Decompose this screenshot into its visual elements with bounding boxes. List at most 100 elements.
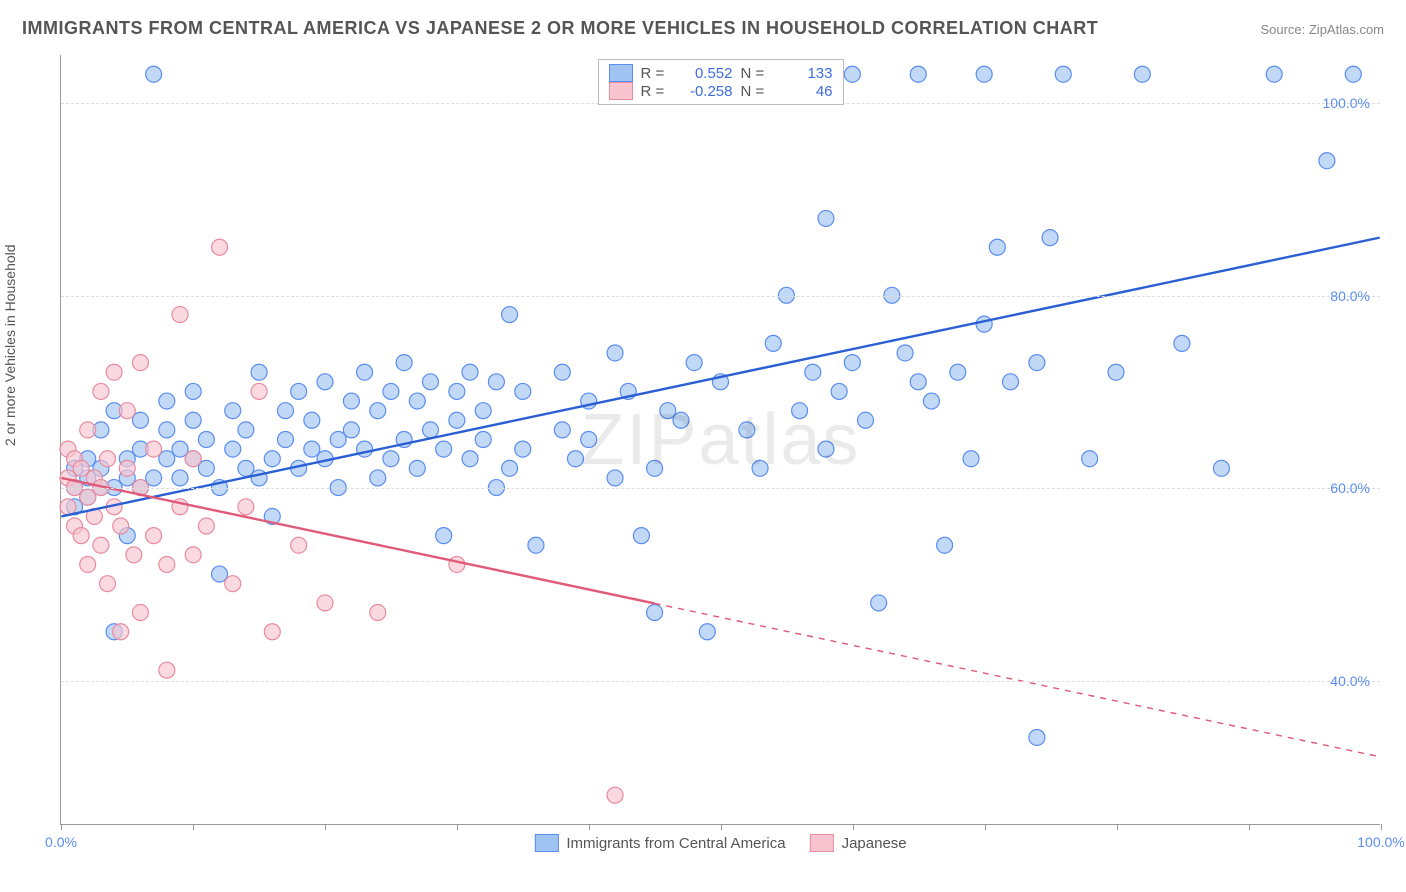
data-point [146,528,162,544]
data-point [647,460,663,476]
data-point [462,451,478,467]
legend-row: R = -0.258 N = 46 [609,82,833,100]
data-point [409,460,425,476]
data-point [172,307,188,323]
data-point [1174,335,1190,351]
data-point [976,316,992,332]
data-point [1082,451,1098,467]
y-tick-label: 40.0% [1330,673,1370,689]
data-point [475,403,491,419]
data-point [844,355,860,371]
data-point [963,451,979,467]
data-point [304,412,320,428]
x-tick [193,824,194,830]
data-point [897,345,913,361]
y-axis-label: 2 or more Vehicles in Household [2,244,18,446]
data-point [515,441,531,457]
series-legend: Immigrants from Central America Japanese [534,834,906,852]
data-point [910,66,926,82]
data-point [238,460,254,476]
data-point [449,412,465,428]
data-point [212,566,228,582]
data-point [370,403,386,419]
data-point [581,432,597,448]
x-tick [1117,824,1118,830]
data-point [422,374,438,390]
data-point [647,605,663,621]
data-point [304,441,320,457]
swatch-icon [609,82,633,100]
data-point [1108,364,1124,380]
legend-item: Immigrants from Central America [534,834,785,852]
data-point [475,432,491,448]
data-point [185,412,201,428]
data-point [198,460,214,476]
data-point [159,556,175,572]
data-point [132,355,148,371]
data-point [607,787,623,803]
data-point [251,364,267,380]
data-point [291,537,307,553]
data-point [818,441,834,457]
data-point [113,624,129,640]
data-point [212,239,228,255]
data-point [752,460,768,476]
y-tick-label: 80.0% [1330,288,1370,304]
legend-row: R = 0.552 N = 133 [609,64,833,82]
data-point [172,441,188,457]
data-point [607,345,623,361]
data-point [370,605,386,621]
legend-n-label: N = [741,65,769,82]
data-point [238,422,254,438]
data-point [225,403,241,419]
data-point [607,470,623,486]
data-point [277,432,293,448]
x-tick [589,824,590,830]
data-point [330,432,346,448]
data-point [950,364,966,380]
data-point [126,547,142,563]
data-point [370,470,386,486]
scatter-chart: ZIPatlas R = 0.552 N = 133 R = -0.258 N … [60,55,1380,825]
data-point [146,441,162,457]
data-point [343,422,359,438]
data-point [80,422,96,438]
x-tick-label: 0.0% [45,834,77,850]
data-point [93,537,109,553]
data-point [132,412,148,428]
data-point [673,412,689,428]
data-point [567,451,583,467]
data-point [159,662,175,678]
data-point [989,239,1005,255]
x-tick [721,824,722,830]
data-point [805,364,821,380]
data-point [858,412,874,428]
swatch-icon [810,834,834,852]
data-point [792,403,808,419]
data-point [80,489,96,505]
data-point [1055,66,1071,82]
x-tick [1249,824,1250,830]
legend-n-value: 133 [777,65,833,82]
data-point [1266,66,1282,82]
legend-r-value: -0.258 [677,83,733,100]
data-point [554,364,570,380]
data-point [844,66,860,82]
data-point [80,556,96,572]
data-point [462,364,478,380]
chart-title: IMMIGRANTS FROM CENTRAL AMERICA VS JAPAN… [22,18,1098,39]
data-point [100,576,116,592]
data-point [1029,355,1045,371]
data-point [198,518,214,534]
data-point [159,451,175,467]
data-point [660,403,676,419]
data-point [93,383,109,399]
data-point [1213,460,1229,476]
data-point [528,537,544,553]
data-point [357,364,373,380]
data-point [146,66,162,82]
data-point [1029,729,1045,745]
gridline [61,296,1380,297]
data-point [146,470,162,486]
data-point [515,383,531,399]
